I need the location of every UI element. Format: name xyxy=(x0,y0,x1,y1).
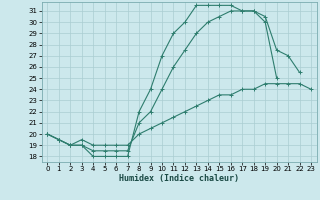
X-axis label: Humidex (Indice chaleur): Humidex (Indice chaleur) xyxy=(119,174,239,183)
